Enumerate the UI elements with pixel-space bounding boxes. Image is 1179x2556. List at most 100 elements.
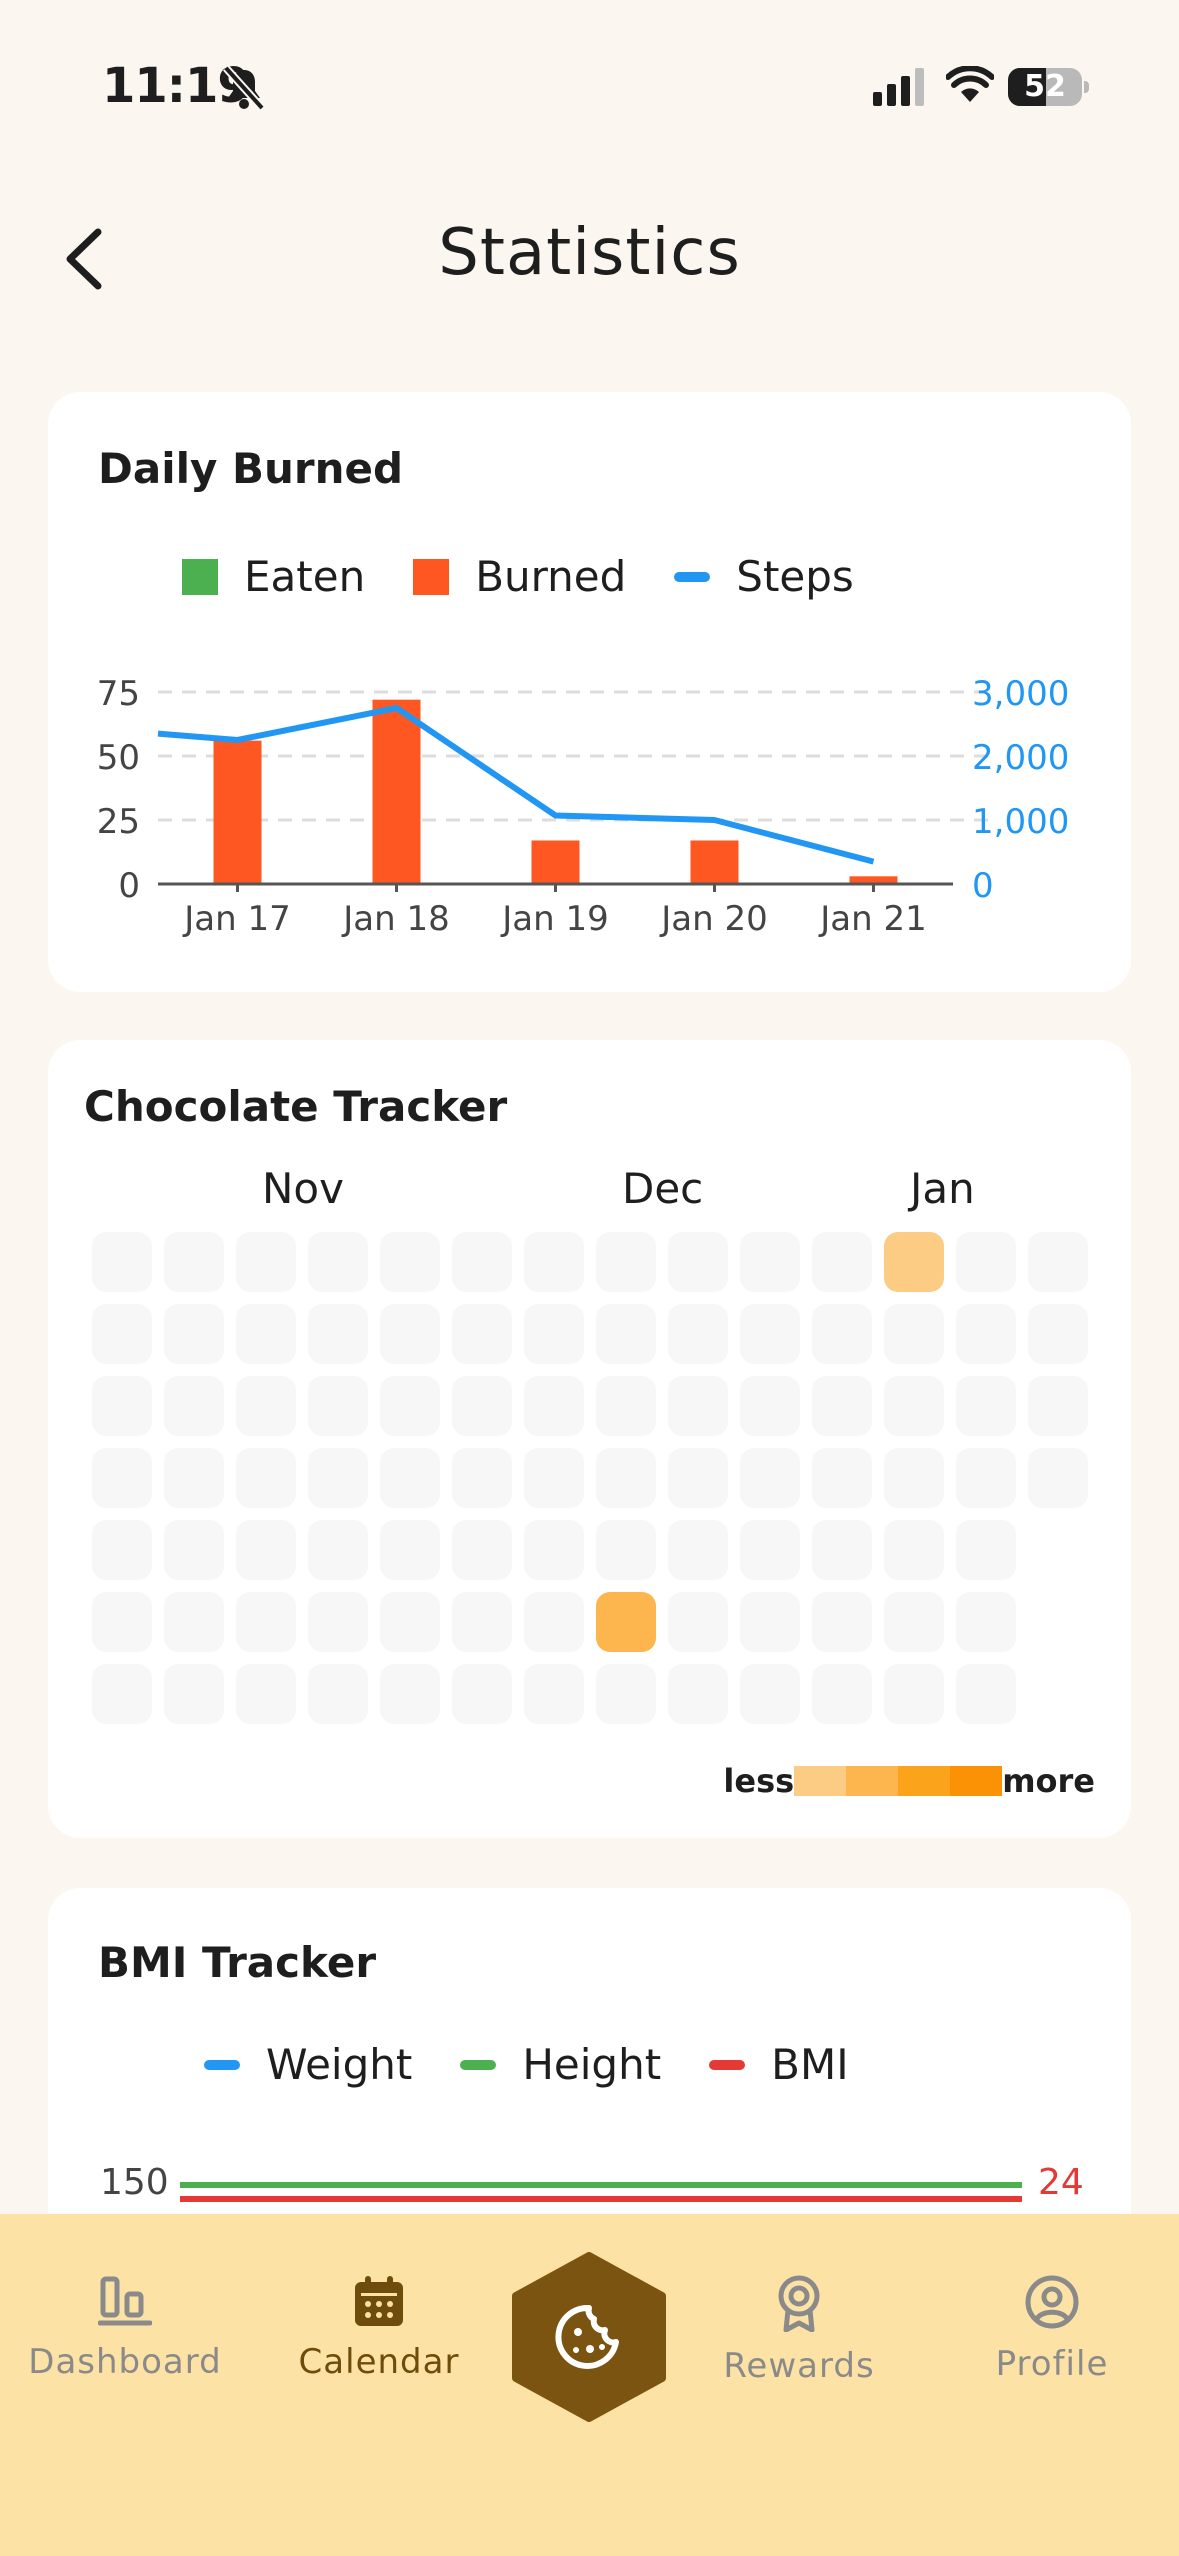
heatmap-cell[interactable]: [812, 1520, 872, 1580]
heatmap-cell[interactable]: [164, 1304, 224, 1364]
heatmap-cell[interactable]: [956, 1232, 1016, 1292]
heatmap-cell[interactable]: [92, 1232, 152, 1292]
heatmap-cell[interactable]: [308, 1520, 368, 1580]
nav-calendar[interactable]: Calendar: [264, 2274, 494, 2382]
heatmap-cell[interactable]: [596, 1376, 656, 1436]
heatmap-cell[interactable]: [236, 1592, 296, 1652]
heatmap-cell[interactable]: [1028, 1448, 1088, 1508]
heatmap-cell[interactable]: [884, 1664, 944, 1724]
heatmap-cell[interactable]: [452, 1232, 512, 1292]
heatmap-cell[interactable]: [596, 1232, 656, 1292]
heatmap-cell[interactable]: [452, 1448, 512, 1508]
heatmap-cell[interactable]: [668, 1232, 728, 1292]
heatmap-cell[interactable]: [596, 1592, 656, 1652]
heatmap-cell[interactable]: [884, 1232, 944, 1292]
heatmap-cell[interactable]: [380, 1304, 440, 1364]
nav-rewards[interactable]: Rewards: [684, 2274, 914, 2386]
heatmap-cell[interactable]: [308, 1376, 368, 1436]
heatmap-cell[interactable]: [308, 1664, 368, 1724]
legend-item-steps[interactable]: Steps: [674, 552, 854, 601]
heatmap-cell[interactable]: [956, 1304, 1016, 1364]
heatmap-cell[interactable]: [812, 1448, 872, 1508]
heatmap-cell[interactable]: [164, 1232, 224, 1292]
legend-item-eaten[interactable]: Eaten: [182, 552, 365, 601]
heatmap-cell[interactable]: [668, 1448, 728, 1508]
heatmap-cell[interactable]: [380, 1520, 440, 1580]
heatmap-cell[interactable]: [236, 1448, 296, 1508]
heatmap-cell[interactable]: [596, 1520, 656, 1580]
heatmap-cell[interactable]: [812, 1376, 872, 1436]
heatmap-cell[interactable]: [596, 1304, 656, 1364]
legend-item-height[interactable]: Height: [460, 2040, 661, 2089]
heatmap-cell[interactable]: [884, 1376, 944, 1436]
heatmap-cell[interactable]: [308, 1448, 368, 1508]
heatmap-cell[interactable]: [668, 1376, 728, 1436]
heatmap-cell[interactable]: [92, 1376, 152, 1436]
heatmap-cell[interactable]: [236, 1520, 296, 1580]
nav-dashboard[interactable]: Dashboard: [10, 2274, 240, 2382]
heatmap-cell[interactable]: [668, 1304, 728, 1364]
heatmap-cell[interactable]: [308, 1304, 368, 1364]
heatmap-cell[interactable]: [236, 1664, 296, 1724]
heatmap-cell[interactable]: [812, 1232, 872, 1292]
heatmap-cell[interactable]: [380, 1232, 440, 1292]
heatmap-cell[interactable]: [668, 1520, 728, 1580]
heatmap-cell[interactable]: [812, 1664, 872, 1724]
heatmap-cell[interactable]: [956, 1592, 1016, 1652]
heatmap-cell[interactable]: [668, 1592, 728, 1652]
heatmap-cell[interactable]: [740, 1448, 800, 1508]
heatmap-cell[interactable]: [236, 1376, 296, 1436]
heatmap-cell[interactable]: [92, 1664, 152, 1724]
heatmap-cell[interactable]: [92, 1304, 152, 1364]
heatmap-cell[interactable]: [524, 1592, 584, 1652]
heatmap-cell[interactable]: [1028, 1232, 1088, 1292]
heatmap-cell[interactable]: [452, 1304, 512, 1364]
heatmap-cell[interactable]: [236, 1232, 296, 1292]
legend-item-weight[interactable]: Weight: [204, 2040, 412, 2089]
heatmap-cell[interactable]: [164, 1448, 224, 1508]
heatmap-cell[interactable]: [524, 1664, 584, 1724]
heatmap-cell[interactable]: [956, 1448, 1016, 1508]
heatmap-cell[interactable]: [380, 1376, 440, 1436]
heatmap-cell[interactable]: [956, 1520, 1016, 1580]
heatmap-cell[interactable]: [740, 1376, 800, 1436]
heatmap-cell[interactable]: [452, 1664, 512, 1724]
heatmap-cell[interactable]: [236, 1304, 296, 1364]
heatmap-cell[interactable]: [740, 1304, 800, 1364]
heatmap-cell[interactable]: [740, 1232, 800, 1292]
heatmap-cell[interactable]: [164, 1592, 224, 1652]
heatmap-cell[interactable]: [452, 1520, 512, 1580]
heatmap-cell[interactable]: [452, 1376, 512, 1436]
heatmap-cell[interactable]: [92, 1520, 152, 1580]
heatmap-cell[interactable]: [524, 1232, 584, 1292]
heatmap-cell[interactable]: [884, 1304, 944, 1364]
heatmap-cell[interactable]: [164, 1664, 224, 1724]
center-cookie-button[interactable]: [512, 2252, 666, 2422]
heatmap-cell[interactable]: [740, 1592, 800, 1652]
back-arrow-icon[interactable]: [56, 224, 116, 294]
heatmap-cell[interactable]: [596, 1448, 656, 1508]
heatmap-cell[interactable]: [956, 1376, 1016, 1436]
heatmap-cell[interactable]: [308, 1232, 368, 1292]
heatmap-cell[interactable]: [380, 1448, 440, 1508]
heatmap-cell[interactable]: [380, 1592, 440, 1652]
heatmap-cell[interactable]: [308, 1592, 368, 1652]
heatmap-cell[interactable]: [452, 1592, 512, 1652]
heatmap-cell[interactable]: [1028, 1376, 1088, 1436]
heatmap-cell[interactable]: [812, 1592, 872, 1652]
heatmap-cell[interactable]: [740, 1664, 800, 1724]
heatmap-cell[interactable]: [92, 1448, 152, 1508]
heatmap-cell[interactable]: [1028, 1304, 1088, 1364]
heatmap-cell[interactable]: [668, 1664, 728, 1724]
heatmap-cell[interactable]: [524, 1448, 584, 1508]
heatmap-cell[interactable]: [596, 1664, 656, 1724]
heatmap-cell[interactable]: [524, 1304, 584, 1364]
heatmap-cell[interactable]: [164, 1520, 224, 1580]
heatmap-cell[interactable]: [884, 1592, 944, 1652]
heatmap-cell[interactable]: [524, 1520, 584, 1580]
heatmap-cell[interactable]: [92, 1592, 152, 1652]
heatmap-cell[interactable]: [956, 1664, 1016, 1724]
heatmap-cell[interactable]: [164, 1376, 224, 1436]
nav-profile[interactable]: Profile: [937, 2274, 1167, 2384]
heatmap-cell[interactable]: [740, 1520, 800, 1580]
